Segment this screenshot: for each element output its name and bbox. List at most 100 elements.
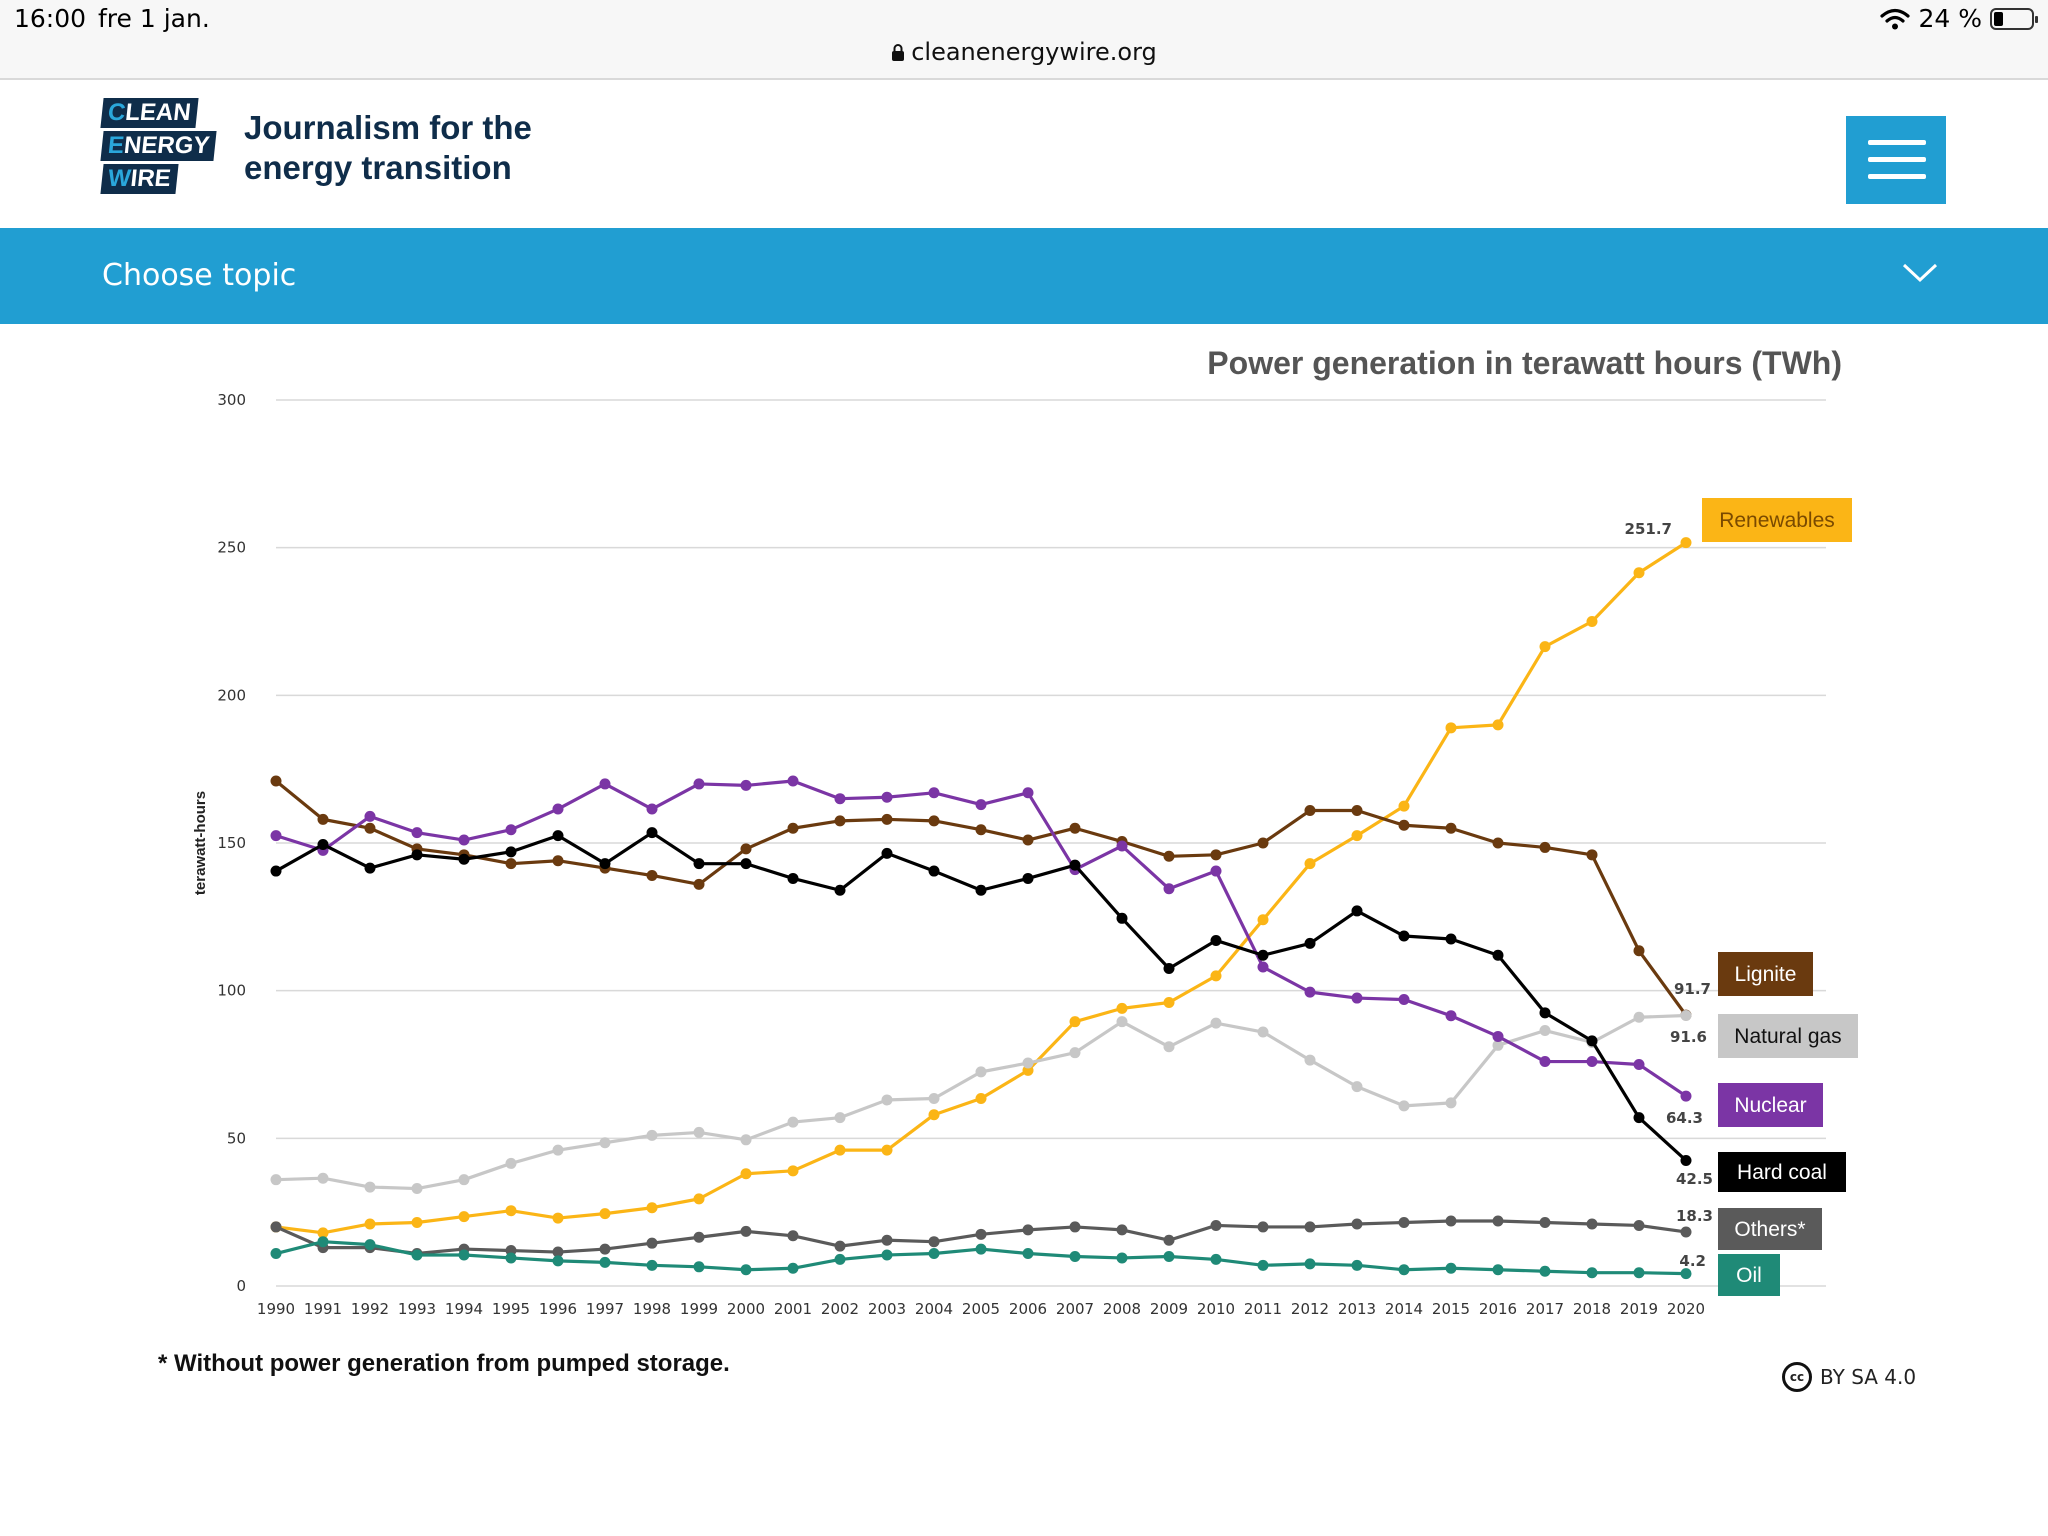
data-point [1398,1217,1410,1229]
data-point [1163,1041,1175,1053]
data-point [1586,616,1598,627]
menu-icon-bar [1868,174,1926,179]
data-point [317,1227,329,1239]
data-point [599,1208,611,1220]
data-point [1069,822,1081,834]
data-point [599,1243,611,1255]
y-tick-label: 300 [217,391,246,409]
data-point [975,1092,987,1104]
data-point [834,1112,846,1124]
y-tick-label: 0 [236,1277,246,1295]
data-point [1210,1017,1222,1029]
data-point [693,778,705,790]
data-point [928,815,940,827]
data-point [1398,930,1410,942]
data-point [364,1239,376,1251]
data-point [364,1218,376,1230]
end-value-label: 64.3 [1666,1109,1703,1127]
data-point [834,793,846,805]
data-point [1445,1010,1457,1022]
x-tick-label: 1997 [586,1300,624,1318]
data-point [1445,1097,1457,1109]
x-tick-label: 2010 [1197,1300,1235,1318]
data-point [1680,1090,1692,1102]
choose-topic-dropdown[interactable]: Choose topic [0,228,2048,324]
site-header: CLEAN ENERGY WIRE Journalism for the ene… [0,80,2048,228]
data-point [1163,996,1175,1008]
tagline-line1: Journalism for the [244,109,532,146]
data-point [1163,1250,1175,1262]
x-tick-label: 1998 [633,1300,671,1318]
series-hard-coal [270,827,1692,1166]
data-point [364,862,376,874]
x-tick-label: 2001 [774,1300,812,1318]
x-tick-label: 2018 [1573,1300,1611,1318]
data-point [364,822,376,834]
data-point [1351,992,1363,1004]
x-tick-label: 2000 [727,1300,765,1318]
data-point [1633,1219,1645,1231]
data-point [1257,961,1269,973]
data-point [1022,834,1034,846]
lock-icon [892,44,905,61]
data-point [317,1172,329,1184]
data-point [1680,537,1692,549]
data-point [1304,1258,1316,1270]
data-point [1304,805,1316,817]
data-point [1586,1056,1598,1068]
data-point [1116,912,1128,924]
address-bar[interactable]: cleanenergywire.org [0,38,2048,66]
data-point [1398,1100,1410,1112]
data-point [599,778,611,790]
license-text: BY SA 4.0 [1820,1365,1917,1389]
data-point [646,1202,658,1214]
data-point [1398,994,1410,1006]
legend-label: Others* [1734,1218,1805,1241]
data-point [364,810,376,822]
menu-icon-bar [1868,140,1926,145]
data-point [411,827,423,839]
status-time: 16:00 [14,4,87,33]
license-badge: cc BY SA 4.0 [1782,1362,1916,1392]
x-tick-label: 2009 [1150,1300,1188,1318]
data-point [928,1092,940,1104]
end-value-label: 91.6 [1670,1028,1707,1046]
data-point [317,813,329,825]
data-point [787,1262,799,1274]
data-point [787,1165,799,1177]
data-point [505,824,517,836]
data-point [552,830,564,842]
power-generation-chart: Power generation in terawatt hours (TWh)… [192,345,1858,1318]
data-point [646,1237,658,1249]
data-point [693,1126,705,1138]
data-point [599,1137,611,1149]
data-point [1022,1057,1034,1069]
chart-footnote: * Without power generation from pumped s… [158,1350,730,1377]
data-point [834,884,846,896]
data-point [1351,1081,1363,1093]
x-tick-label: 1993 [398,1300,436,1318]
data-point [881,791,893,803]
legend-box [1718,1152,1846,1192]
y-tick-label: 100 [217,982,246,1000]
series-natural-gas [270,1009,1692,1195]
data-point [881,813,893,825]
data-point [1022,1224,1034,1236]
data-point [740,1134,752,1146]
data-point [599,1256,611,1268]
data-point [1022,787,1034,799]
data-point [881,1249,893,1261]
data-point [1539,1007,1551,1019]
tagline-line2: energy transition [244,149,512,186]
data-point [1633,1112,1645,1124]
data-point [505,1205,517,1217]
data-point [317,1236,329,1248]
x-tick-label: 2011 [1244,1300,1282,1318]
site-logo[interactable]: CLEAN ENERGY WIRE [100,98,217,197]
data-point [270,1221,282,1233]
hamburger-menu-button[interactable] [1846,116,1946,204]
data-point [740,779,752,791]
data-point [646,827,658,839]
x-tick-label: 2017 [1526,1300,1564,1318]
menu-icon-bar [1868,157,1926,162]
